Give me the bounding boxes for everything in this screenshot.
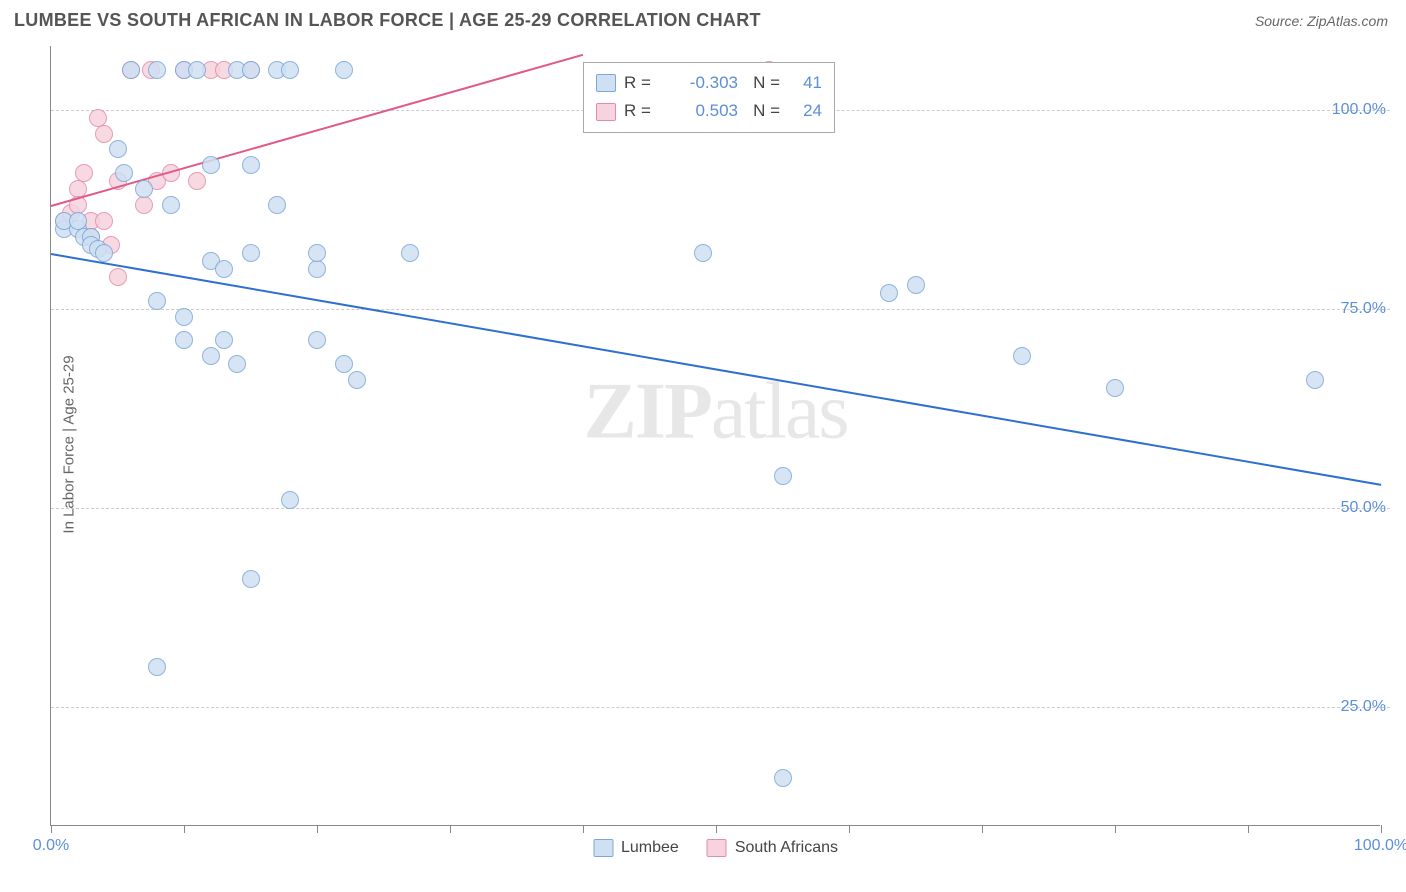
data-point-lumbee xyxy=(308,260,326,278)
legend-row-lumbee: R = -0.303 N = 41 xyxy=(596,69,822,98)
y-tick-label: 50.0% xyxy=(1341,499,1386,517)
gridline-h xyxy=(51,508,1390,509)
data-point-south_africans xyxy=(135,196,153,214)
data-point-lumbee xyxy=(148,61,166,79)
data-point-lumbee xyxy=(202,347,220,365)
x-tick xyxy=(1115,825,1116,833)
legend-n-label: N = xyxy=(746,97,780,126)
x-tick xyxy=(1248,825,1249,833)
gridline-h xyxy=(51,707,1390,708)
legend-n-value: 24 xyxy=(788,97,822,126)
data-point-lumbee xyxy=(880,284,898,302)
correlation-legend: R = -0.303 N = 41 R = 0.503 N = 24 xyxy=(583,62,835,134)
data-point-lumbee xyxy=(202,156,220,174)
watermark: ZIPatlas xyxy=(584,367,848,458)
data-point-lumbee xyxy=(242,570,260,588)
chart-container: In Labor Force | Age 25-29 ZIPatlas R =-… xyxy=(0,36,1406,862)
series-legend-item-south_africans: South Africans xyxy=(707,839,838,857)
y-tick-label: 25.0% xyxy=(1341,698,1386,716)
x-tick-label: 0.0% xyxy=(33,837,69,855)
chart-source: Source: ZipAtlas.com xyxy=(1255,13,1388,29)
data-point-lumbee xyxy=(228,355,246,373)
legend-swatch xyxy=(596,74,616,92)
data-point-lumbee xyxy=(95,244,113,262)
data-point-lumbee xyxy=(308,244,326,262)
data-point-south_africans xyxy=(109,268,127,286)
legend-n-label: N = xyxy=(746,69,780,98)
x-tick xyxy=(184,825,185,833)
data-point-south_africans xyxy=(75,164,93,182)
data-point-lumbee xyxy=(774,769,792,787)
trend-line-lumbee xyxy=(51,253,1381,486)
x-tick xyxy=(450,825,451,833)
legend-n-value: 41 xyxy=(788,69,822,98)
legend-row-south_africans: R = 0.503 N = 24 xyxy=(596,97,822,126)
plot-area: ZIPatlas R =-0.303N =41R =0.503N =24 Lum… xyxy=(50,46,1380,826)
series-legend: Lumbee South Africans xyxy=(593,839,838,857)
x-tick xyxy=(716,825,717,833)
x-tick xyxy=(849,825,850,833)
x-tick xyxy=(317,825,318,833)
data-point-lumbee xyxy=(242,156,260,174)
legend-r-label: R = xyxy=(624,69,660,98)
x-tick xyxy=(1381,825,1382,833)
data-point-lumbee xyxy=(122,61,140,79)
data-point-lumbee xyxy=(348,371,366,389)
x-tick xyxy=(982,825,983,833)
series-legend-item-lumbee: Lumbee xyxy=(593,839,679,857)
x-tick xyxy=(583,825,584,833)
data-point-lumbee xyxy=(335,61,353,79)
data-point-lumbee xyxy=(1013,347,1031,365)
data-point-lumbee xyxy=(774,467,792,485)
data-point-lumbee xyxy=(1306,371,1324,389)
data-point-lumbee xyxy=(215,331,233,349)
data-point-lumbee xyxy=(162,196,180,214)
data-point-lumbee xyxy=(308,331,326,349)
gridline-h xyxy=(51,309,1390,310)
data-point-south_africans xyxy=(95,125,113,143)
chart-title: LUMBEE VS SOUTH AFRICAN IN LABOR FORCE |… xyxy=(14,10,761,31)
y-tick-label: 100.0% xyxy=(1332,101,1386,119)
legend-swatch xyxy=(596,103,616,121)
data-point-lumbee xyxy=(188,61,206,79)
data-point-lumbee xyxy=(115,164,133,182)
data-point-lumbee xyxy=(135,180,153,198)
legend-r-value: 0.503 xyxy=(668,97,738,126)
legend-r-value: -0.303 xyxy=(668,69,738,98)
data-point-lumbee xyxy=(401,244,419,262)
data-point-lumbee xyxy=(109,140,127,158)
data-point-lumbee xyxy=(242,244,260,262)
chart-header: LUMBEE VS SOUTH AFRICAN IN LABOR FORCE |… xyxy=(0,0,1406,37)
data-point-lumbee xyxy=(175,308,193,326)
data-point-lumbee xyxy=(907,276,925,294)
x-tick xyxy=(51,825,52,833)
data-point-south_africans xyxy=(95,212,113,230)
data-point-lumbee xyxy=(148,292,166,310)
data-point-lumbee xyxy=(281,491,299,509)
data-point-lumbee xyxy=(694,244,712,262)
data-point-lumbee xyxy=(335,355,353,373)
legend-swatch xyxy=(707,839,727,857)
data-point-lumbee xyxy=(242,61,260,79)
data-point-lumbee xyxy=(215,260,233,278)
data-point-lumbee xyxy=(1106,379,1124,397)
y-tick-label: 75.0% xyxy=(1341,300,1386,318)
legend-r-label: R = xyxy=(624,97,660,126)
data-point-lumbee xyxy=(281,61,299,79)
series-legend-label: South Africans xyxy=(735,839,838,857)
x-tick-label: 100.0% xyxy=(1354,837,1406,855)
series-legend-label: Lumbee xyxy=(621,839,679,857)
legend-swatch xyxy=(593,839,613,857)
data-point-lumbee xyxy=(175,331,193,349)
data-point-lumbee xyxy=(148,658,166,676)
data-point-lumbee xyxy=(268,196,286,214)
data-point-south_africans xyxy=(188,172,206,190)
